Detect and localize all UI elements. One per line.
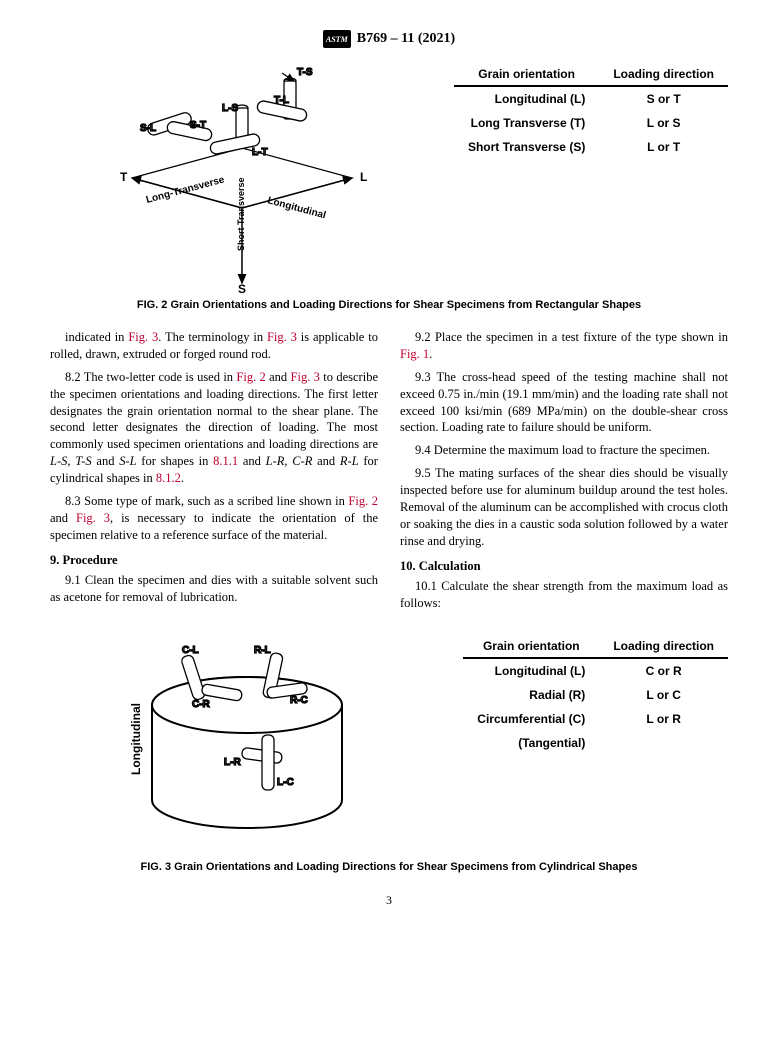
- svg-text:L-T: L-T: [252, 147, 268, 158]
- svg-text:R-C: R-C: [290, 695, 308, 706]
- para-9-5: 9.5 The mating surfaces of the shear die…: [400, 465, 728, 549]
- fig3-th-loading: Loading direction: [599, 635, 728, 658]
- svg-text:L-R: L-R: [224, 757, 241, 768]
- para-9-1: 9.1 Clean the specimen and dies with a s…: [50, 572, 378, 606]
- svg-text:S-T: S-T: [190, 120, 206, 131]
- svg-text:R-L: R-L: [254, 645, 271, 656]
- fig3-caption: FIG. 3 Grain Orientations and Loading Di…: [50, 861, 728, 873]
- heading-10: 10. Calculation: [400, 558, 728, 575]
- fig2-diagram: L T S Long-Transverse Longitudinal Short…: [92, 63, 392, 293]
- page-number: 3: [50, 893, 728, 908]
- svg-text:L-S: L-S: [222, 103, 238, 114]
- svg-text:S-L: S-L: [140, 123, 156, 134]
- fig3-diagram: Longitudinal C-L C-R R-L R-C L-R L-C: [112, 635, 382, 855]
- fig3-table: Grain orientationLoading direction Longi…: [463, 635, 728, 755]
- label-longitudinal: Longitudinal: [266, 195, 327, 221]
- designation: B769 – 11 (2021): [357, 31, 455, 47]
- axis-T: T: [120, 170, 128, 184]
- axis-L: L: [360, 170, 367, 184]
- figure-2: L T S Long-Transverse Longitudinal Short…: [50, 63, 728, 311]
- svg-text:T-S: T-S: [297, 67, 313, 78]
- fig2-table: Grain orientationLoading direction Longi…: [454, 63, 728, 159]
- label-short-transverse: Short Transverse: [236, 177, 246, 251]
- svg-text:C-R: C-R: [192, 699, 211, 710]
- fig2-th-loading: Loading direction: [599, 63, 728, 86]
- astm-logo-icon: ASTM: [323, 30, 351, 48]
- fig3-th-orientation: Grain orientation: [463, 635, 599, 658]
- para-10-1: 10.1 Calculate the shear strength from t…: [400, 578, 728, 612]
- para-8-2: 8.2 The two-letter code is used in Fig. …: [50, 369, 378, 487]
- fig2-th-orientation: Grain orientation: [454, 63, 599, 86]
- svg-text:T-L: T-L: [274, 95, 289, 106]
- para-9-4: 9.4 Determine the maximum load to fractu…: [400, 442, 728, 459]
- fig2-caption: FIG. 2 Grain Orientations and Loading Di…: [50, 299, 728, 311]
- svg-text:L-C: L-C: [277, 777, 294, 788]
- para-9-3: 9.3 The cross-head speed of the testing …: [400, 369, 728, 437]
- axis-S: S: [238, 282, 246, 293]
- figure-3: Longitudinal C-L C-R R-L R-C L-R L-C Gra…: [50, 635, 728, 873]
- label-long-transverse: Long-Transverse: [145, 174, 226, 206]
- heading-9: 9. Procedure: [50, 552, 378, 569]
- svg-text:Longitudinal: Longitudinal: [129, 703, 143, 775]
- para-9-2: 9.2 Place the specimen in a test fixture…: [400, 329, 728, 363]
- para-8-1-cont: indicated in Fig. 3. The terminology in …: [50, 329, 378, 363]
- svg-text:C-L: C-L: [182, 645, 199, 656]
- page-header: ASTM B769 – 11 (2021): [50, 30, 728, 48]
- para-8-3: 8.3 Some type of mark, such as a scribed…: [50, 493, 378, 544]
- body-text: indicated in Fig. 3. The terminology in …: [50, 329, 728, 615]
